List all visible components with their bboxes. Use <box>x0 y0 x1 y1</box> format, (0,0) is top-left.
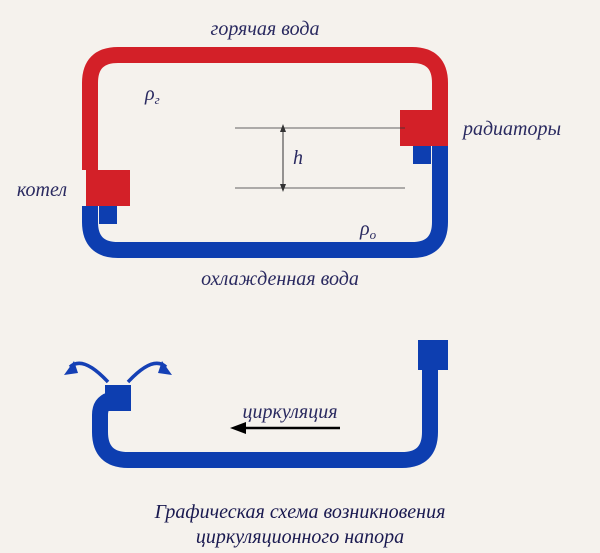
label-h: h <box>293 147 303 169</box>
label-rho-cold: ρо <box>359 218 377 242</box>
label-boiler: котел <box>17 179 67 201</box>
caption-line-2: циркуляционного напора <box>196 526 404 548</box>
label-radiators: радиаторы <box>461 118 561 140</box>
label-rho-hot: ρг <box>144 83 160 107</box>
boiler-block <box>86 170 130 206</box>
cold-pipe <box>90 146 440 250</box>
circulation-right-block <box>418 340 448 370</box>
radiator-outlet <box>413 146 431 164</box>
circulation-arrowhead <box>230 422 246 434</box>
label-circulation: циркуляция <box>242 401 337 423</box>
boiler-outlet <box>99 206 117 224</box>
label-cooled-water: охлажденная вода <box>201 268 359 290</box>
caption-line-1: Графическая схема возникновения <box>154 501 446 523</box>
radiator-block <box>400 110 444 146</box>
circulation-left-block <box>105 385 131 411</box>
hot-pipe <box>90 55 440 170</box>
label-hot-water: горячая вода <box>211 18 320 40</box>
